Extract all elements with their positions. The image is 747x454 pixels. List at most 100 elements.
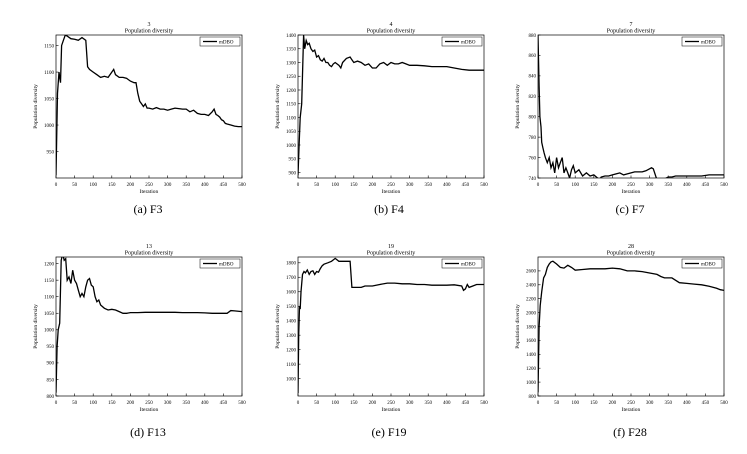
y-tick-label: 900 — [47, 362, 55, 367]
x-tick-label: 200 — [127, 183, 135, 188]
x-tick-label: 0 — [297, 183, 300, 188]
x-tick-label: 450 — [702, 401, 710, 406]
plot-area — [297, 34, 485, 179]
y-tick-label: 1200 — [286, 348, 297, 353]
plot-area — [55, 34, 243, 179]
chart-title: 13 — [146, 244, 152, 250]
legend-box — [199, 36, 241, 47]
x-tick-label: 350 — [182, 183, 190, 188]
y-tick-label: 880 — [529, 34, 537, 39]
x-tick-label: 250 — [145, 401, 153, 406]
legend-box — [681, 36, 723, 47]
subfigure-caption: (d) F13 — [130, 425, 166, 439]
x-tick-label: 50 — [72, 401, 78, 406]
x-tick-label: 500 — [238, 401, 246, 406]
series-line-mDBO — [538, 35, 724, 178]
legend-label: mDBO — [219, 262, 234, 267]
chart-subtitle: Population diversity — [367, 251, 416, 257]
y-axis-label: Population diversity — [515, 304, 521, 349]
y-tick-label: 1050 — [44, 97, 55, 102]
x-tick-label: 300 — [164, 183, 172, 188]
y-tick-label: 800 — [529, 116, 537, 121]
chart-title: 28 — [628, 244, 634, 250]
x-tick-label: 400 — [443, 183, 451, 188]
x-tick-label: 500 — [480, 401, 488, 406]
plot-area — [55, 256, 243, 397]
y-tick-label: 1600 — [286, 291, 297, 296]
y-tick-label: 760 — [529, 156, 537, 161]
x-tick-label: 100 — [89, 183, 97, 188]
x-tick-label: 300 — [646, 183, 654, 188]
y-axis-label: Population diversity — [275, 84, 281, 129]
y-tick-label: 860 — [529, 54, 537, 59]
subfigure-caption: (c) F7 — [616, 202, 645, 216]
x-tick-label: 500 — [238, 183, 246, 188]
y-axis-label: Population diversity — [275, 304, 281, 349]
y-tick-label: 2400 — [526, 284, 537, 289]
y-tick-label: 1500 — [286, 305, 297, 310]
x-tick-label: 150 — [108, 401, 116, 406]
x-tick-label: 400 — [683, 183, 691, 188]
y-tick-label: 1200 — [44, 262, 55, 267]
x-tick-label: 400 — [201, 183, 209, 188]
legend-label: mDBO — [701, 262, 716, 267]
y-axis-label: Population diversity — [33, 304, 39, 349]
x-tick-label: 250 — [627, 183, 635, 188]
series-line-mDBO — [56, 257, 242, 393]
x-tick-label: 50 — [554, 183, 560, 188]
y-tick-label: 1000 — [286, 377, 297, 382]
y-tick-label: 1150 — [286, 103, 296, 108]
y-tick-label: 1050 — [286, 130, 297, 135]
legend-label: mDBO — [461, 262, 476, 267]
x-tick-label: 100 — [571, 183, 579, 188]
series-line-mDBO — [298, 257, 484, 394]
x-tick-label: 450 — [220, 183, 228, 188]
x-axis-label: Iteration — [140, 189, 159, 195]
x-tick-label: 450 — [462, 401, 470, 406]
y-tick-label: 780 — [529, 136, 537, 141]
x-axis-label: Iteration — [622, 407, 641, 413]
x-tick-label: 500 — [720, 183, 728, 188]
x-tick-label: 0 — [537, 183, 540, 188]
y-tick-label: 1250 — [286, 75, 297, 80]
x-tick-label: 500 — [480, 183, 488, 188]
x-tick-label: 100 — [331, 183, 339, 188]
y-tick-label: 1400 — [286, 34, 297, 39]
y-tick-label: 1150 — [44, 44, 54, 49]
x-tick-label: 150 — [590, 401, 598, 406]
legend-box — [681, 258, 723, 269]
subfigure-caption: (b) F4 — [374, 202, 404, 216]
subfigure-caption: (a) F3 — [134, 202, 163, 216]
x-tick-label: 150 — [108, 183, 116, 188]
y-tick-label: 1100 — [286, 116, 296, 121]
chart-panel-a: 0 50 100 150 200 250 300 350 400 450 500 950 1000 105… — [33, 22, 246, 216]
x-tick-label: 100 — [331, 401, 339, 406]
y-tick-label: 800 — [529, 395, 537, 400]
x-tick-label: 350 — [664, 183, 672, 188]
x-axis-label: Iteration — [382, 189, 401, 195]
chart-panel-f: 0 50 100 150 200 250 300 350 400 450 500 800 1000 120… — [515, 244, 728, 439]
y-tick-label: 850 — [47, 378, 55, 383]
x-tick-label: 50 — [314, 401, 320, 406]
chart-panel-e: 0 50 100 150 200 250 300 350 400 450 500 1000 1100 12… — [275, 244, 488, 439]
y-tick-label: 900 — [289, 171, 297, 176]
y-tick-label: 1700 — [286, 276, 297, 281]
x-tick-label: 200 — [127, 401, 135, 406]
x-tick-label: 250 — [387, 183, 395, 188]
x-tick-label: 300 — [406, 183, 414, 188]
x-tick-label: 0 — [297, 401, 300, 406]
y-tick-label: 1350 — [286, 48, 297, 53]
chart-panel-c: 0 50 100 150 200 250 300 350 400 450 500 740 760 780 8… — [515, 22, 728, 216]
y-tick-label: 1000 — [44, 124, 55, 129]
legend-label: mDBO — [701, 40, 716, 45]
x-tick-label: 50 — [72, 183, 78, 188]
y-tick-label: 1000 — [44, 329, 55, 334]
y-axis-label: Population diversity — [515, 84, 521, 129]
x-tick-label: 150 — [350, 183, 358, 188]
x-tick-label: 0 — [55, 401, 58, 406]
x-tick-label: 150 — [590, 183, 598, 188]
series-line-mDBO — [298, 35, 484, 176]
y-tick-label: 1000 — [526, 381, 537, 386]
legend-box — [441, 36, 483, 47]
